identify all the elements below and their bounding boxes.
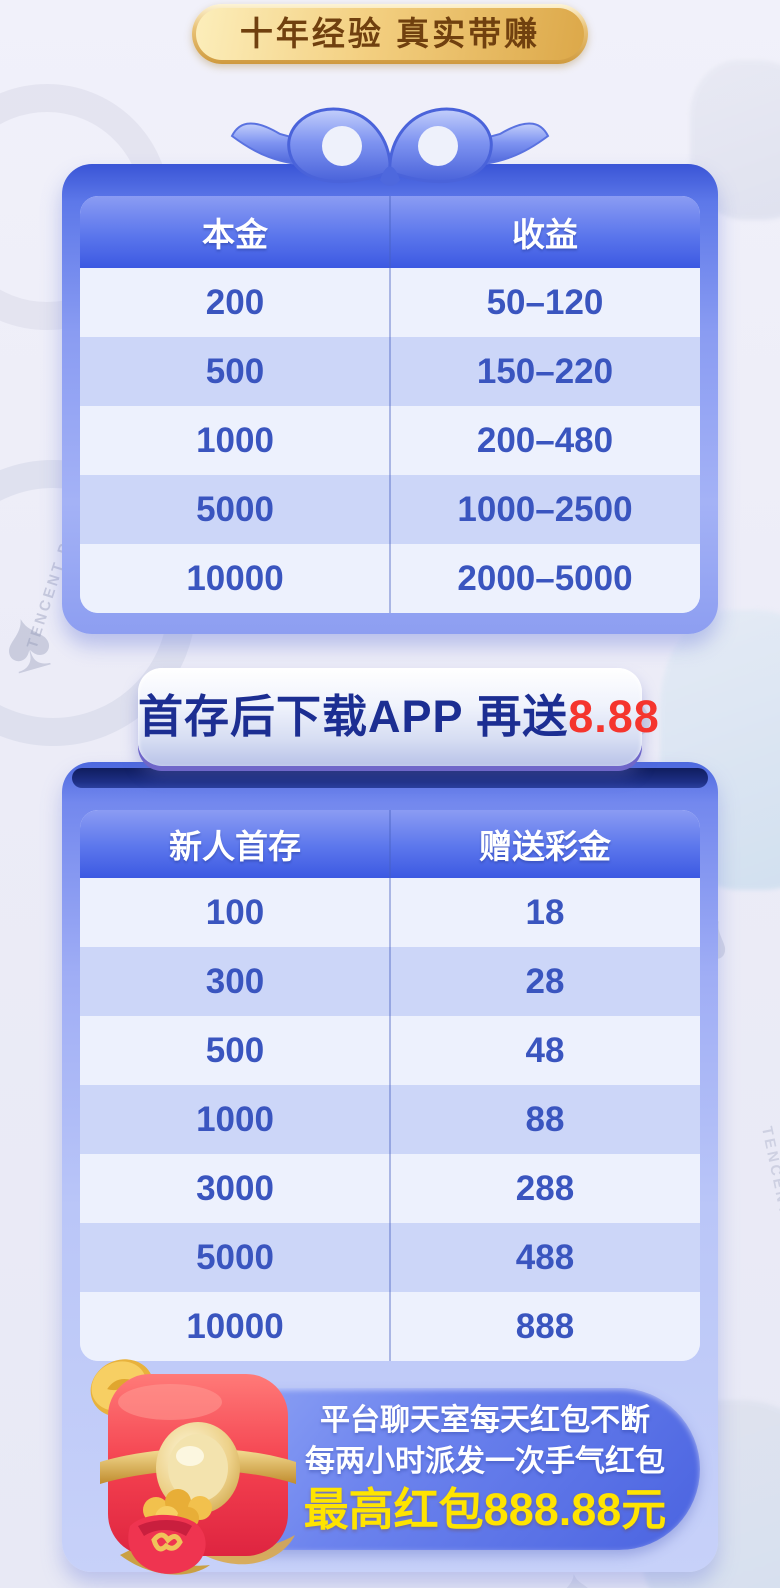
table-row: 500 48 (80, 1016, 700, 1085)
table-cell: 3000 (196, 1168, 274, 1208)
banner-slot (72, 768, 708, 788)
table-row: 10000 2000–5000 (80, 544, 700, 613)
table-cell: 18 (525, 892, 565, 932)
table-cell: 48 (525, 1030, 565, 1070)
table-cell: 88 (525, 1099, 565, 1139)
download-app-banner[interactable]: 首存后下载APP 再送8.88 (138, 668, 659, 766)
table-cell: 1000–2500 (457, 489, 633, 529)
table-cell: 28 (525, 961, 565, 1001)
table-cell: 10000 (186, 1306, 284, 1346)
table-cell: 50–120 (486, 282, 604, 322)
table-row: 200 50–120 (80, 268, 700, 337)
table-cell: 150–220 (476, 351, 614, 391)
table-cell: 500 (205, 351, 265, 391)
table-cell: 488 (515, 1237, 575, 1277)
bonus-amount-text: 8.88 (568, 691, 660, 742)
download-app-banner-text: 首存后下载APP 再送 (138, 691, 569, 742)
column-divider (389, 196, 391, 613)
profit-table-body: 200 50–120 500 150–220 1000 200–480 5000 1000–2… (80, 268, 700, 613)
table-row: 100 18 (80, 878, 700, 947)
promo-line-1: 平台聊天室每天红包不断 (320, 1404, 650, 1437)
table-cell: 300 (205, 961, 265, 1001)
column-header-bonus: 赠送彩金 (479, 828, 611, 865)
table-cell: 200 (205, 282, 265, 322)
table-cell: 1000 (196, 1099, 274, 1139)
column-header-profit: 收益 (512, 216, 578, 253)
deposit-table-body: 100 18 300 28 500 48 1000 88 3000 288 5000 488 10000… (80, 878, 700, 1361)
table-row: 10000 888 (80, 1292, 700, 1361)
experience-badge: 十年经验 真实带赚 (192, 4, 588, 64)
table-row: 5000 488 (80, 1223, 700, 1292)
table-cell: 1000 (196, 420, 274, 460)
table-cell: 100 (205, 892, 265, 932)
profit-panel: 本金 收益 200 50–120 500 150–220 1000 200–480 5000… (62, 164, 718, 634)
deposit-table-header: 新人首存 赠送彩金 (80, 810, 700, 878)
table-row: 300 28 (80, 947, 700, 1016)
promo-max-amount: 最高红包888.88元 (303, 1484, 667, 1535)
experience-badge-label: 十年经验 真实带赚 (196, 8, 584, 60)
table-cell: 200–480 (476, 420, 614, 460)
table-row: 500 150–220 (80, 337, 700, 406)
table-cell: 500 (205, 1030, 265, 1070)
table-cell: 10000 (186, 558, 284, 598)
watermark-brand-text: TENCENT POKER (757, 1124, 780, 1292)
column-header-principal: 本金 (202, 216, 268, 253)
ribbon-bow-icon (230, 107, 550, 186)
table-row: 1000 200–480 (80, 406, 700, 475)
table-row: 1000 88 (80, 1085, 700, 1154)
ghost-spade-icon: ♠ (0, 588, 63, 694)
profit-table-header: 本金 收益 (80, 196, 700, 268)
deposit-table: 新人首存 赠送彩金 100 18 300 28 500 48 1000 88 3000 288 50… (80, 810, 700, 1361)
promo-line-2: 每两小时派发一次手气红包 (305, 1445, 665, 1478)
profit-table: 本金 收益 200 50–120 500 150–220 1000 200–480 5000… (80, 196, 700, 613)
table-row: 5000 1000–2500 (80, 475, 700, 544)
table-cell: 5000 (196, 1237, 274, 1277)
table-cell: 288 (515, 1168, 575, 1208)
table-row: 3000 288 (80, 1154, 700, 1223)
column-header-first-deposit: 新人首存 (169, 828, 301, 865)
table-cell: 5000 (196, 489, 274, 529)
table-cell: 888 (515, 1306, 575, 1346)
column-divider (389, 810, 391, 1361)
table-cell: 2000–5000 (457, 558, 633, 598)
red-envelope-icon (90, 1359, 296, 1575)
